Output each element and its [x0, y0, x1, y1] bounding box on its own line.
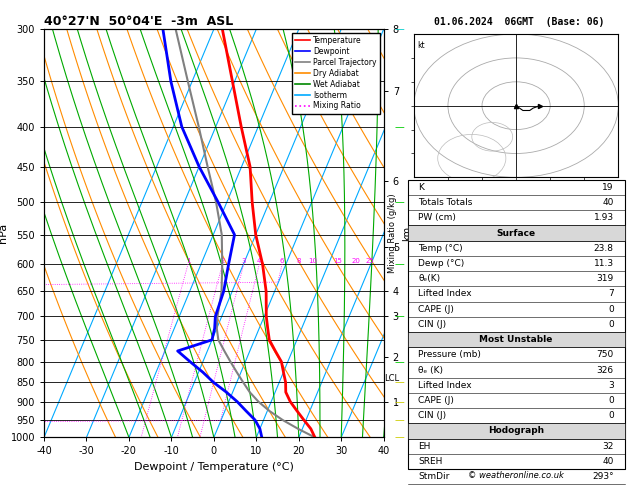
Text: CAPE (J): CAPE (J): [418, 305, 454, 313]
Text: 0: 0: [608, 396, 614, 405]
Text: 3: 3: [608, 381, 614, 390]
Text: 750: 750: [596, 350, 614, 359]
Text: CAPE (J): CAPE (J): [418, 396, 454, 405]
Text: 01.06.2024  06GMT  (Base: 06): 01.06.2024 06GMT (Base: 06): [434, 17, 604, 27]
Text: 319: 319: [596, 274, 614, 283]
Text: —: —: [394, 197, 404, 208]
Text: 1: 1: [186, 258, 191, 264]
Text: 3: 3: [242, 258, 246, 264]
Text: Lifted Index: Lifted Index: [418, 381, 472, 390]
Text: Most Unstable: Most Unstable: [479, 335, 553, 344]
Text: Totals Totals: Totals Totals: [418, 198, 473, 207]
Text: 6: 6: [280, 258, 284, 264]
Text: LCL: LCL: [384, 374, 399, 383]
Text: Hodograph: Hodograph: [488, 426, 544, 435]
Y-axis label: km
ASL: km ASL: [402, 224, 423, 243]
Text: 32: 32: [603, 442, 614, 451]
Text: 0: 0: [608, 411, 614, 420]
Text: Lifted Index: Lifted Index: [418, 290, 472, 298]
Text: 326: 326: [597, 365, 614, 375]
Text: θₑ (K): θₑ (K): [418, 365, 443, 375]
Bar: [408, 423, 625, 438]
Text: Dewp (°C): Dewp (°C): [418, 259, 465, 268]
Text: 0: 0: [608, 305, 614, 313]
Text: —: —: [394, 24, 404, 34]
Text: 4: 4: [257, 258, 262, 264]
Text: 8: 8: [297, 258, 301, 264]
Text: K: K: [418, 183, 425, 192]
Text: —: —: [394, 357, 404, 367]
Text: PW (cm): PW (cm): [418, 213, 456, 223]
Text: kt: kt: [417, 41, 425, 50]
Text: θₑ(K): θₑ(K): [418, 274, 440, 283]
Text: CIN (J): CIN (J): [418, 411, 447, 420]
Text: —: —: [394, 415, 404, 425]
Text: Pressure (mb): Pressure (mb): [418, 350, 481, 359]
Bar: [408, 226, 625, 241]
Text: 20: 20: [352, 258, 360, 264]
Text: 25: 25: [366, 258, 375, 264]
Text: —: —: [394, 433, 404, 442]
Text: 40°27'N  50°04'E  -3m  ASL: 40°27'N 50°04'E -3m ASL: [44, 15, 233, 28]
Text: 293°: 293°: [592, 472, 614, 481]
Text: Temp (°C): Temp (°C): [418, 244, 463, 253]
Bar: [408, 332, 625, 347]
Text: 19: 19: [602, 183, 614, 192]
Y-axis label: hPa: hPa: [0, 223, 8, 243]
Text: —: —: [394, 397, 404, 407]
Text: —: —: [394, 312, 404, 321]
Text: 7: 7: [608, 290, 614, 298]
Text: Mixing Ratio (g/kg): Mixing Ratio (g/kg): [388, 193, 397, 273]
Text: Surface: Surface: [496, 228, 536, 238]
Text: —: —: [394, 377, 404, 387]
Text: —: —: [394, 122, 404, 132]
Text: 10: 10: [308, 258, 317, 264]
Text: —: —: [394, 259, 404, 269]
Text: 2: 2: [220, 258, 225, 264]
Text: 0: 0: [608, 320, 614, 329]
Text: 40: 40: [603, 198, 614, 207]
Text: 1.93: 1.93: [594, 213, 614, 223]
Text: StmDir: StmDir: [418, 472, 450, 481]
Legend: Temperature, Dewpoint, Parcel Trajectory, Dry Adiabat, Wet Adiabat, Isotherm, Mi: Temperature, Dewpoint, Parcel Trajectory…: [292, 33, 380, 114]
Text: 23.8: 23.8: [594, 244, 614, 253]
Text: © weatheronline.co.uk: © weatheronline.co.uk: [468, 471, 564, 480]
Text: 11.3: 11.3: [594, 259, 614, 268]
Text: CIN (J): CIN (J): [418, 320, 447, 329]
Text: EH: EH: [418, 442, 431, 451]
Text: 15: 15: [333, 258, 342, 264]
Text: SREH: SREH: [418, 457, 443, 466]
X-axis label: Dewpoint / Temperature (°C): Dewpoint / Temperature (°C): [134, 462, 294, 472]
Text: 40: 40: [603, 457, 614, 466]
